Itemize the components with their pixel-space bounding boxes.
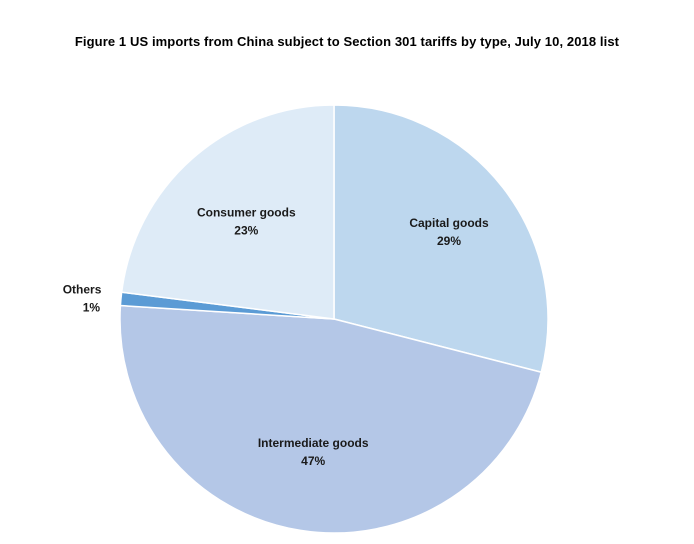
pie-slice-intermediate-goods <box>119 304 543 534</box>
slice-value-consumer-goods: 23% <box>234 224 258 238</box>
pie-slice-capital-goods <box>333 104 549 374</box>
slice-label-intermediate-goods: Intermediate goods <box>258 436 369 450</box>
slice-value-capital-goods: 29% <box>437 234 461 248</box>
slice-label-capital-goods: Capital goods <box>409 216 489 230</box>
pie-slice-consumer-goods <box>120 104 335 320</box>
slice-value-others: 1% <box>83 300 101 314</box>
slice-label-others: Others <box>63 282 102 296</box>
chart-title: Figure 1 US imports from China subject t… <box>74 34 620 49</box>
slice-value-intermediate-goods: 47% <box>301 454 325 468</box>
slice-label-consumer-goods: Consumer goods <box>197 206 296 220</box>
